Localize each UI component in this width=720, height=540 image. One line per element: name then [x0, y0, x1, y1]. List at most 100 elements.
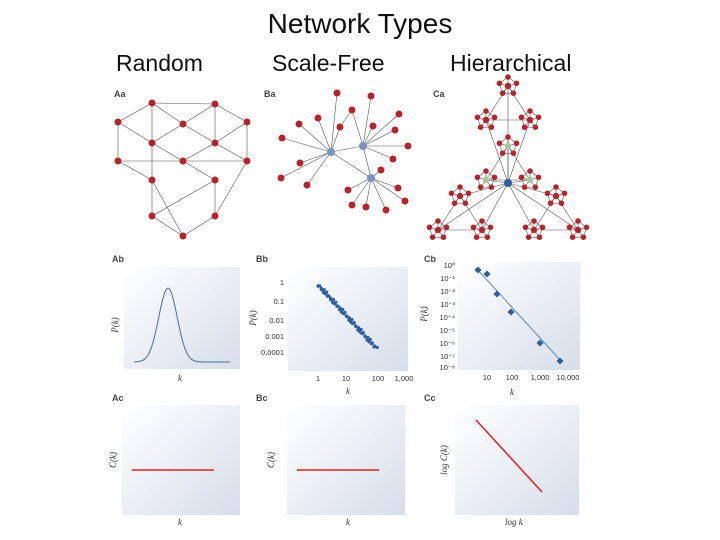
bb-point [372, 344, 376, 348]
scale-free-node [277, 174, 285, 182]
bb-point [369, 341, 374, 345]
y-axis-label-ac: C(k) [108, 452, 118, 468]
bb-point [341, 307, 345, 312]
panel-label-bc: Bc [256, 393, 268, 403]
scale-free-node [391, 126, 399, 134]
x-axis-label-bb: k [346, 386, 351, 396]
bb-point [344, 314, 348, 318]
hierarchical-node [547, 200, 554, 206]
random-edge [151, 142, 184, 162]
hierarchical-node [477, 124, 484, 130]
scale-free-edge [280, 151, 332, 179]
x-axis-label-cb: k [510, 387, 515, 397]
hierarchical-node [496, 140, 503, 147]
random-node [179, 120, 187, 128]
bb-point [323, 292, 327, 296]
bb-x-tick-1000: 1,000 [395, 374, 414, 383]
hierarchical-node [473, 234, 480, 240]
bb-point [375, 345, 379, 349]
hierarchical-edge [485, 85, 509, 121]
random-edge [117, 102, 153, 123]
x-axis-label-bc: k [346, 517, 351, 527]
hierarchical-node [483, 108, 489, 114]
hierarchical-node [429, 234, 436, 240]
hierarchical-node [510, 150, 517, 156]
random-edge [214, 160, 248, 217]
scale-free-node [348, 201, 356, 209]
bb-point [322, 288, 326, 292]
hierarchical-node [434, 226, 442, 234]
scale-free-node [314, 114, 322, 122]
random-node [211, 139, 219, 147]
hierarchical-node [491, 174, 498, 181]
hierarchical-node [531, 218, 537, 224]
hierarchical-node [435, 218, 441, 224]
scale-free-network-graph [277, 89, 412, 214]
random-edge [151, 179, 216, 217]
bb-point [332, 302, 337, 306]
hierarchical-node [544, 190, 551, 197]
random-network-graph [114, 99, 251, 240]
x-axis-label-ab: k [178, 373, 183, 383]
column-heading-hierarchical: Hierarchical [450, 50, 572, 76]
panel-label-aa: Aa [114, 89, 126, 99]
plot-bg-ac [122, 405, 240, 515]
hierarchical-network-graph [426, 74, 590, 240]
hierarchical-node [569, 234, 576, 240]
bb-y-tick-0-01: 0.01 [269, 316, 284, 325]
scale-free-edge [362, 95, 372, 147]
random-edge [214, 121, 248, 144]
scale-free-node [295, 120, 303, 128]
bb-point [326, 294, 330, 298]
page-title: Network Types [267, 8, 453, 39]
scale-free-edge [330, 92, 338, 153]
y-axis-label-bb: P(k) [248, 310, 258, 327]
cb-point [536, 339, 544, 347]
random-edge [151, 179, 184, 237]
bb-y-tick-1: 1 [280, 278, 284, 287]
hierarchical-node [539, 224, 546, 231]
random-edge [117, 121, 153, 144]
hierarchical-node [527, 168, 533, 174]
random-edge [182, 103, 216, 125]
cb-y-tick-7: 10⁻⁷ [440, 352, 455, 361]
panel-label-cb: Cb [424, 254, 436, 264]
scale-free-edge [362, 145, 394, 160]
bb-point [354, 324, 358, 328]
scale-free-node [303, 181, 311, 189]
random-edge [117, 160, 153, 181]
plot-bg-cc [455, 405, 579, 515]
scale-free-node [336, 123, 344, 131]
degree-distribution-curve-ab [134, 287, 230, 363]
random-node [211, 212, 219, 220]
hierarchical-node [526, 176, 534, 184]
fit-line-cb [475, 267, 563, 363]
scale-free-edge [330, 151, 372, 179]
hierarchical-node [580, 234, 587, 240]
random-node [148, 212, 156, 220]
y-axis-label-ab: P(k) [110, 317, 120, 334]
hierarchical-node [488, 124, 495, 130]
scale-free-edge [330, 145, 364, 153]
hierarchical-node [477, 184, 484, 190]
bb-point [342, 312, 346, 316]
hierarchical-node [522, 224, 529, 231]
scale-free-node [296, 159, 304, 167]
hierarchical-node [505, 74, 511, 80]
scale-free-node [389, 155, 397, 163]
scale-free-edge [281, 137, 332, 153]
scale-free-node [367, 174, 375, 182]
hierarchical-node [518, 174, 525, 181]
random-node [114, 157, 122, 165]
hierarchical-node [535, 114, 542, 121]
panel-label-ba: Ba [264, 89, 276, 99]
hierarchical-node [518, 114, 525, 121]
cb-x-tick-100: 100 [506, 373, 519, 382]
clustering-line-cc [475, 419, 543, 493]
hierarchical-edge [507, 182, 579, 231]
hierarchical-node [478, 226, 486, 234]
random-node [243, 157, 251, 165]
bb-point [350, 317, 354, 322]
scale-free-edge [370, 177, 387, 211]
random-node [179, 232, 187, 240]
